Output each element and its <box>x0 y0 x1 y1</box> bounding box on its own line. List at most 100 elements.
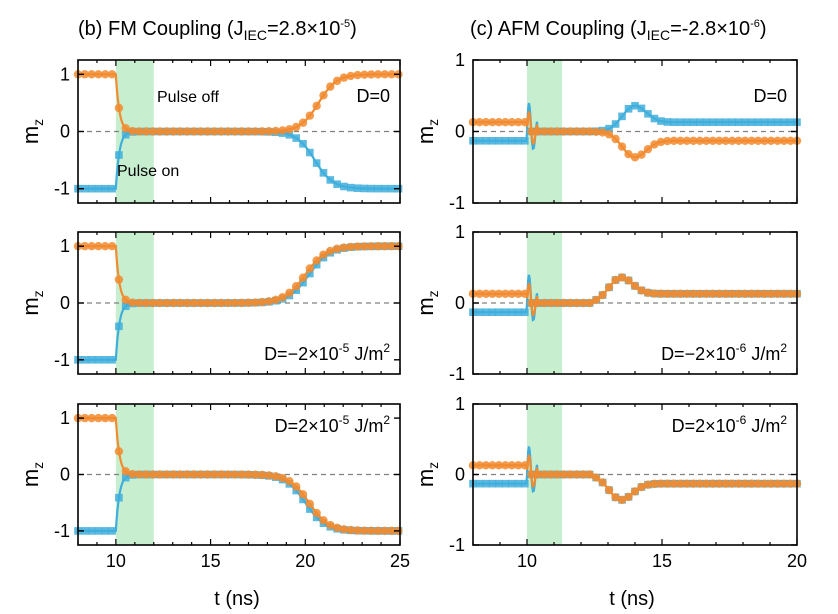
marker-orange <box>367 70 376 79</box>
marker-orange <box>546 298 555 308</box>
y-tick-label: 0 <box>60 122 70 142</box>
marker-blue <box>312 159 321 167</box>
marker-orange <box>128 298 137 307</box>
marker-orange <box>216 470 226 479</box>
marker-orange <box>721 289 730 298</box>
marker-blue <box>650 114 659 123</box>
marker-orange <box>305 111 315 120</box>
marker-orange <box>305 499 315 508</box>
marker-blue <box>475 308 484 317</box>
marker-orange <box>162 470 171 479</box>
marker-orange <box>715 136 724 145</box>
marker-orange <box>101 70 110 79</box>
marker-orange <box>148 470 158 479</box>
marker-orange <box>566 298 575 308</box>
marker-orange <box>656 137 666 147</box>
marker-blue <box>773 118 782 127</box>
marker-orange <box>728 289 737 298</box>
marker-orange <box>566 127 575 136</box>
marker-orange <box>747 136 756 145</box>
marker-orange <box>312 508 321 518</box>
marker-blue <box>387 184 396 193</box>
marker-orange <box>559 298 568 308</box>
marker-orange <box>182 298 192 308</box>
marker-blue <box>381 184 389 193</box>
x-tick-label: 15 <box>201 551 221 571</box>
marker-orange <box>734 289 743 298</box>
marker-blue <box>115 151 123 159</box>
marker-orange <box>271 295 280 305</box>
marker-orange <box>80 242 90 251</box>
marker-orange <box>514 118 523 127</box>
marker-orange <box>494 289 504 298</box>
marker-orange <box>494 461 504 470</box>
d-label: D=0 <box>356 86 390 106</box>
marker-orange <box>257 127 267 136</box>
marker-orange <box>332 76 342 86</box>
marker-blue <box>292 134 301 142</box>
marker-orange <box>264 471 274 480</box>
marker-orange <box>148 298 158 308</box>
marker-blue <box>657 117 665 125</box>
marker-orange <box>604 283 614 292</box>
marker-orange <box>572 470 581 479</box>
x-axis-label-left: t (ns) <box>214 588 260 610</box>
marker-orange <box>114 447 124 456</box>
marker-orange <box>285 288 294 298</box>
marker-orange <box>101 413 110 423</box>
marker-blue <box>353 184 362 192</box>
marker-blue <box>108 356 116 364</box>
marker-orange <box>196 298 205 308</box>
marker-blue <box>521 479 529 488</box>
y-tick-label: 1 <box>60 408 70 428</box>
marker-orange <box>585 127 594 136</box>
marker-orange <box>339 525 349 534</box>
marker-orange <box>257 470 267 480</box>
marker-orange <box>237 127 246 136</box>
marker-orange <box>682 136 692 145</box>
pulse-on-annotation: Pulse on <box>117 163 179 180</box>
marker-orange <box>676 136 685 145</box>
marker-orange <box>298 118 308 127</box>
y-tick-label: 0 <box>455 122 465 142</box>
marker-orange <box>753 479 763 488</box>
marker-orange <box>210 127 219 136</box>
marker-orange <box>210 470 219 479</box>
marker-orange <box>533 470 542 479</box>
marker-blue <box>108 184 116 193</box>
y-tick-label: 0 <box>455 293 465 313</box>
marker-orange <box>94 413 103 423</box>
marker-orange <box>708 479 717 488</box>
marker-blue <box>94 184 103 193</box>
marker-orange <box>387 526 396 536</box>
marker-blue <box>87 356 96 364</box>
marker-blue <box>501 479 510 488</box>
marker-orange <box>721 479 730 488</box>
marker-orange <box>514 289 523 298</box>
marker-orange <box>527 127 536 136</box>
marker-orange <box>475 289 484 298</box>
marker-orange <box>292 122 301 132</box>
marker-blue <box>115 322 123 331</box>
y-axis-label: mz <box>18 462 46 487</box>
marker-blue <box>715 118 724 127</box>
marker-orange <box>494 118 504 127</box>
marker-blue <box>488 136 497 145</box>
marker-orange <box>94 242 103 251</box>
marker-blue <box>508 308 516 317</box>
marker-orange <box>617 142 627 151</box>
marker-orange <box>624 149 633 159</box>
marker-orange <box>779 479 789 488</box>
marker-orange <box>141 298 151 308</box>
marker-orange <box>708 289 717 298</box>
marker-orange <box>578 127 588 136</box>
panel-c-title: (c) AFM Coupling (JIEC=-2.8×10-6) <box>470 18 767 43</box>
marker-orange <box>669 289 679 298</box>
marker-orange <box>585 298 594 308</box>
marker-orange <box>326 520 335 530</box>
marker-orange <box>753 289 763 298</box>
marker-orange <box>155 470 165 479</box>
marker-blue <box>326 176 335 184</box>
marker-orange <box>223 298 233 308</box>
